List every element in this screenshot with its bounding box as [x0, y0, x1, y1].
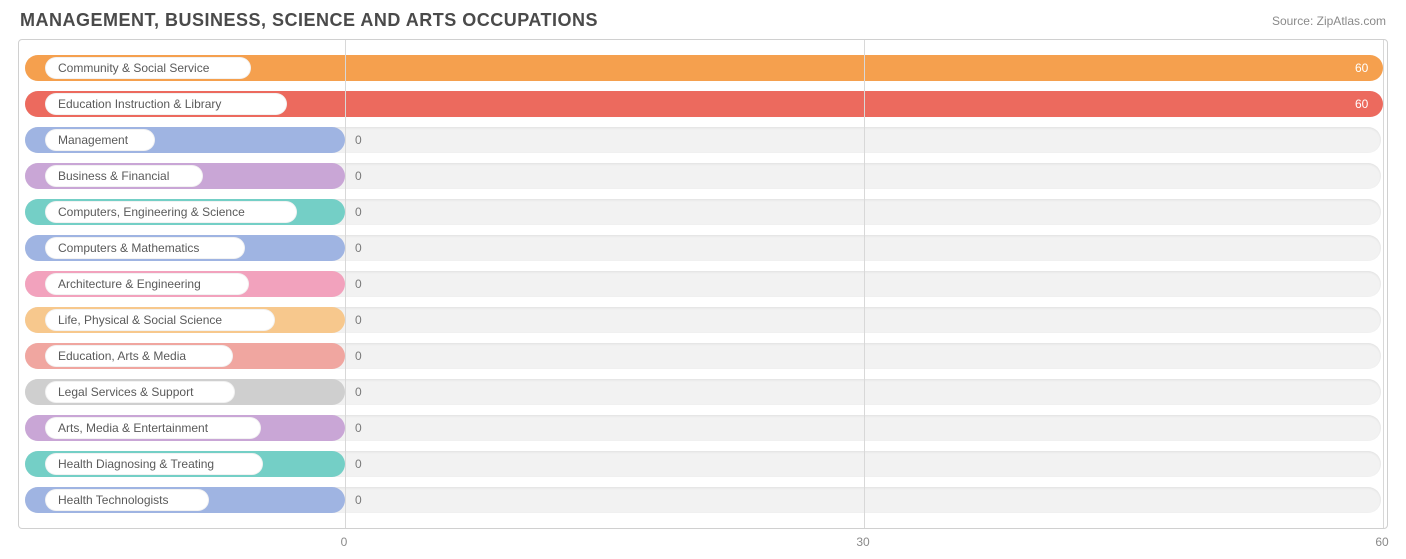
x-axis: 0 30 60	[18, 535, 1388, 553]
bar-row: Life, Physical & Social Science 0	[19, 307, 1387, 333]
bar-value: 0	[355, 199, 362, 225]
bar-row: Architecture & Engineering 0	[19, 271, 1387, 297]
x-tick-label: 0	[341, 535, 348, 549]
bar-label: Management	[45, 129, 155, 151]
bar-row: Business & Financial 0	[19, 163, 1387, 189]
bar-row: Computers, Engineering & Science 0	[19, 199, 1387, 225]
bar-label: Legal Services & Support	[45, 381, 235, 403]
bar-label: Health Technologists	[45, 489, 209, 511]
bar-label: Arts, Media & Entertainment	[45, 417, 261, 439]
bar-value: 0	[355, 343, 362, 369]
chart-source: Source: ZipAtlas.com	[1272, 14, 1386, 28]
bar-value: 0	[355, 163, 362, 189]
bar-value: 0	[355, 127, 362, 153]
bar-label: Life, Physical & Social Science	[45, 309, 275, 331]
bar-value: 0	[355, 235, 362, 261]
bar-row: Management 0	[19, 127, 1387, 153]
bar-row: Arts, Media & Entertainment 0	[19, 415, 1387, 441]
gridline	[345, 40, 346, 528]
bar-value: 0	[355, 415, 362, 441]
bar-value: 0	[355, 451, 362, 477]
bar-label: Business & Financial	[45, 165, 203, 187]
chart-header: MANAGEMENT, BUSINESS, SCIENCE AND ARTS O…	[18, 10, 1388, 31]
x-tick-label: 60	[1375, 535, 1388, 549]
bar-label: Community & Social Service	[45, 57, 251, 79]
bar-label: Education Instruction & Library	[45, 93, 287, 115]
bar-row: Education Instruction & Library 60	[19, 91, 1387, 117]
chart-title: MANAGEMENT, BUSINESS, SCIENCE AND ARTS O…	[20, 10, 598, 31]
bar-value: 60	[1355, 91, 1368, 117]
bar-label: Computers & Mathematics	[45, 237, 245, 259]
bar-label: Health Diagnosing & Treating	[45, 453, 263, 475]
bar-label: Computers, Engineering & Science	[45, 201, 297, 223]
bar-row: Health Diagnosing & Treating 0	[19, 451, 1387, 477]
bar-value: 0	[355, 271, 362, 297]
bar-row: Legal Services & Support 0	[19, 379, 1387, 405]
bar-row: Education, Arts & Media 0	[19, 343, 1387, 369]
bar-value: 60	[1355, 55, 1368, 81]
bar-value: 0	[355, 379, 362, 405]
bar-row: Computers & Mathematics 0	[19, 235, 1387, 261]
source-prefix: Source:	[1272, 14, 1317, 28]
bar-row: Health Technologists 0	[19, 487, 1387, 513]
bar-value: 0	[355, 307, 362, 333]
source-name: ZipAtlas.com	[1317, 14, 1386, 28]
bars-wrapper: Community & Social Service60Education In…	[19, 50, 1387, 518]
gridline	[864, 40, 865, 528]
x-tick-label: 30	[856, 535, 869, 549]
chart-container: MANAGEMENT, BUSINESS, SCIENCE AND ARTS O…	[0, 0, 1406, 559]
bar-label: Education, Arts & Media	[45, 345, 233, 367]
bar-value: 0	[355, 487, 362, 513]
bar-label: Architecture & Engineering	[45, 273, 249, 295]
bar-row: Community & Social Service 60	[19, 55, 1387, 81]
plot-area: Community & Social Service60Education In…	[18, 39, 1388, 529]
gridline	[1383, 40, 1384, 528]
